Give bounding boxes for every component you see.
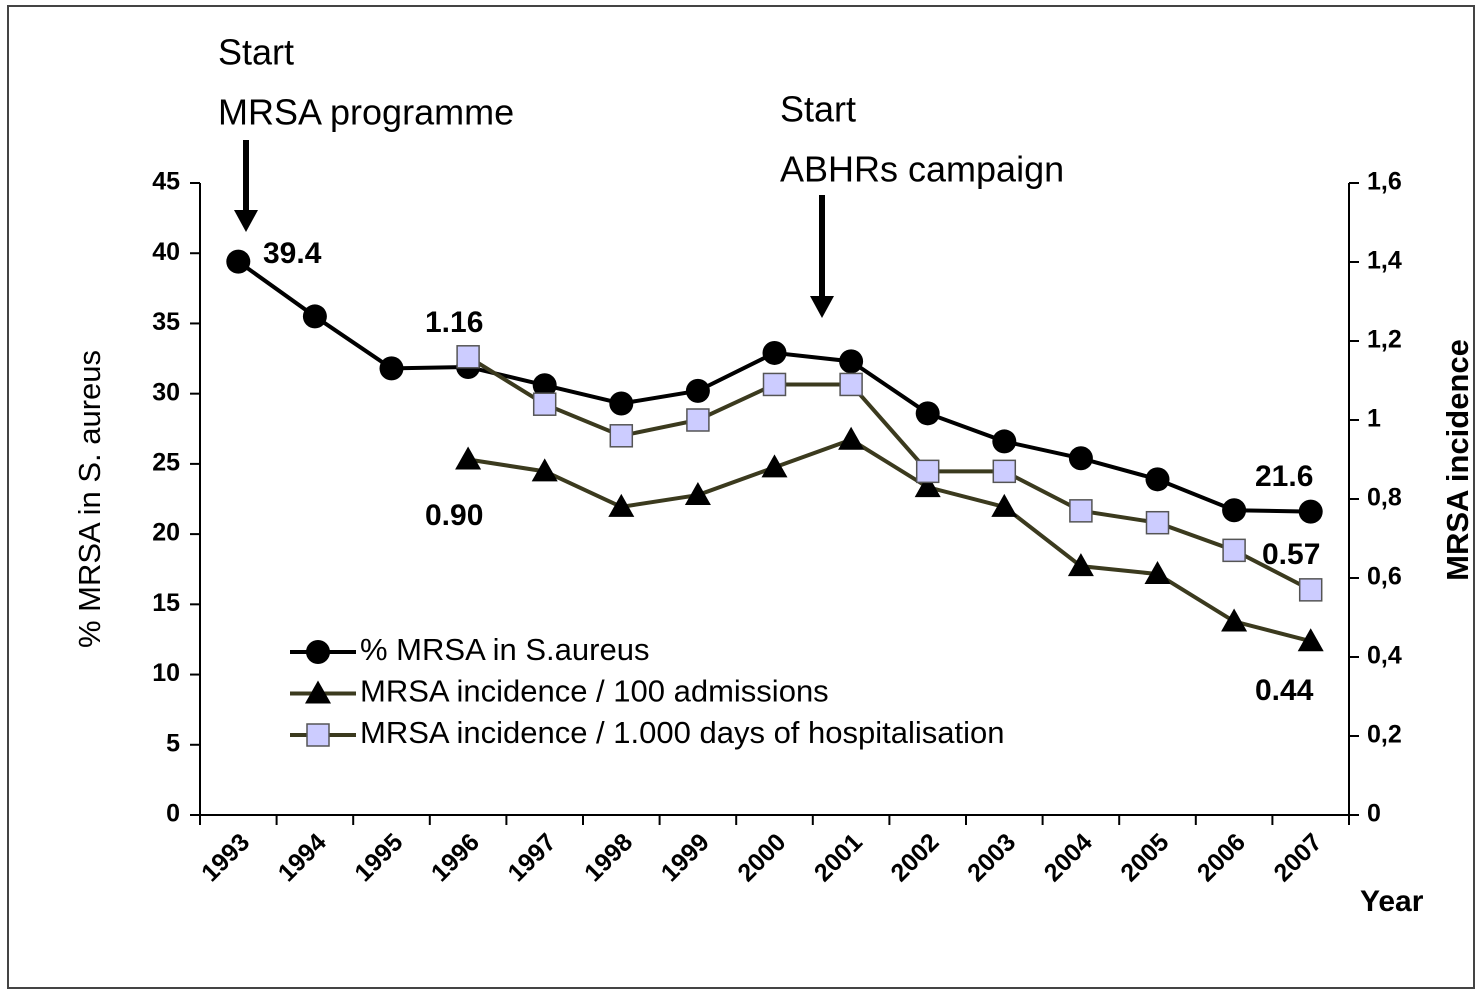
marker bbox=[302, 304, 327, 329]
annotation: Start bbox=[780, 89, 856, 130]
marker bbox=[915, 459, 940, 484]
marker bbox=[686, 408, 710, 432]
y-tick-label: 5 bbox=[166, 729, 180, 757]
marker bbox=[1221, 608, 1248, 632]
annotation-arrowhead bbox=[234, 210, 258, 232]
marker bbox=[992, 459, 1017, 484]
marker bbox=[1144, 561, 1171, 585]
marker bbox=[532, 392, 557, 416]
data-label: 0.90 bbox=[425, 499, 483, 532]
marker bbox=[532, 373, 557, 398]
y2-tick-label: 1,4 bbox=[1367, 247, 1402, 275]
marker bbox=[992, 429, 1017, 454]
y2-axis-label: MRSA incidence bbox=[1440, 339, 1475, 581]
y-tick-label: 0 bbox=[166, 800, 180, 828]
marker bbox=[839, 349, 864, 374]
marker bbox=[685, 378, 710, 403]
annotation: ABHRs campaign bbox=[780, 149, 1064, 190]
data-label: 1.16 bbox=[425, 306, 483, 339]
y2-tick-label: 0,4 bbox=[1367, 642, 1402, 670]
legend-label: MRSA incidence / 1.000 days of hospitali… bbox=[360, 715, 1005, 750]
marker bbox=[915, 401, 940, 426]
y-tick-label: 15 bbox=[152, 589, 180, 617]
y2-tick-label: 1,2 bbox=[1367, 326, 1402, 354]
annotation: Start bbox=[218, 32, 294, 73]
data-label: 0.44 bbox=[1255, 674, 1314, 707]
marker bbox=[762, 372, 787, 397]
marker bbox=[1068, 446, 1093, 471]
marker bbox=[305, 680, 331, 704]
x-axis-label: Year bbox=[1360, 885, 1424, 918]
marker bbox=[1067, 553, 1094, 577]
marker bbox=[1298, 578, 1323, 602]
y2-tick-label: 0 bbox=[1367, 800, 1381, 828]
marker bbox=[838, 426, 865, 450]
series-line bbox=[467, 355, 1312, 592]
marker bbox=[306, 723, 330, 747]
y-tick-label: 30 bbox=[152, 378, 180, 406]
marker bbox=[1222, 498, 1247, 523]
marker bbox=[608, 493, 635, 517]
marker bbox=[761, 454, 788, 478]
marker bbox=[306, 640, 330, 664]
annotation-arrowhead bbox=[810, 296, 834, 318]
y2-tick-label: 0,2 bbox=[1367, 721, 1402, 749]
marker bbox=[914, 474, 941, 498]
y-tick-label: 10 bbox=[152, 659, 180, 687]
data-label: 0.57 bbox=[1262, 538, 1320, 571]
frame bbox=[7, 5, 1475, 989]
y-tick-label: 40 bbox=[152, 238, 180, 266]
marker bbox=[1145, 510, 1170, 535]
y2-tick-label: 0,8 bbox=[1367, 484, 1402, 512]
marker bbox=[1297, 628, 1324, 652]
series-line bbox=[467, 437, 1312, 644]
marker bbox=[1069, 499, 1093, 523]
y2-tick-label: 0,6 bbox=[1367, 563, 1402, 591]
legend-label: % MRSA in S.aureus bbox=[360, 632, 649, 667]
marker bbox=[1222, 538, 1246, 563]
marker bbox=[226, 249, 251, 274]
y-axis-label: % MRSA in S. aureus bbox=[72, 350, 107, 648]
data-label: 39.4 bbox=[263, 237, 322, 270]
marker bbox=[1298, 499, 1323, 524]
marker bbox=[684, 482, 711, 506]
annotation: MRSA programme bbox=[218, 92, 514, 133]
y-tick-label: 20 bbox=[152, 519, 180, 547]
marker bbox=[456, 345, 480, 369]
y-tick-label: 35 bbox=[152, 308, 180, 336]
marker bbox=[1145, 467, 1170, 492]
y-tick-label: 25 bbox=[152, 448, 180, 476]
marker bbox=[609, 391, 634, 416]
legend-label: MRSA incidence / 100 admissions bbox=[360, 674, 829, 709]
data-label: 21.6 bbox=[1255, 460, 1313, 493]
marker bbox=[762, 340, 787, 365]
marker bbox=[379, 356, 404, 381]
y2-tick-label: 1 bbox=[1367, 405, 1381, 433]
marker bbox=[609, 424, 634, 448]
y2-tick-label: 1,6 bbox=[1367, 168, 1402, 196]
marker bbox=[991, 493, 1018, 517]
y-tick-label: 45 bbox=[152, 168, 180, 196]
marker bbox=[531, 458, 558, 482]
marker bbox=[455, 446, 482, 470]
marker bbox=[839, 372, 863, 397]
